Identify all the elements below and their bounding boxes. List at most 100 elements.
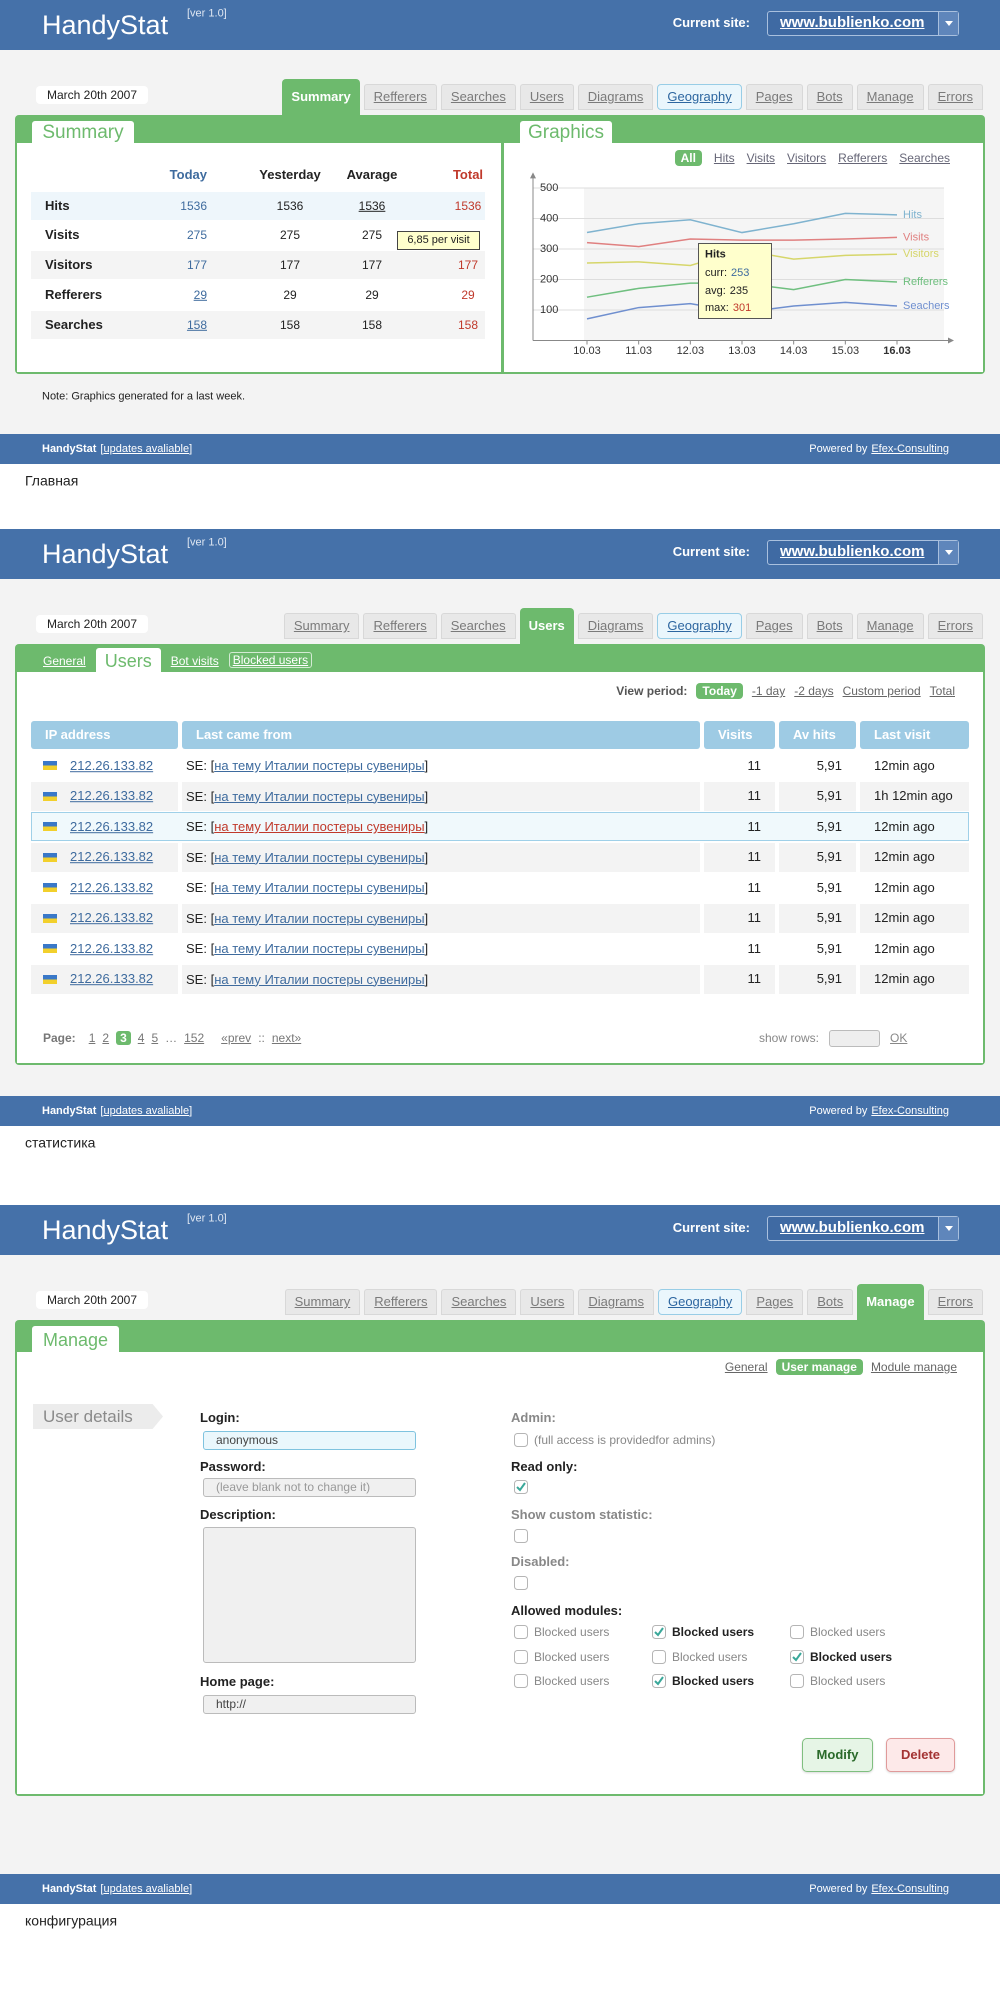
tab[interactable]: Searches xyxy=(441,1289,517,1315)
ip-link[interactable]: 212.26.133.82 xyxy=(70,818,154,834)
filter-link[interactable]: All xyxy=(674,150,702,166)
footer-link[interactable]: Efex-Consulting xyxy=(871,443,949,455)
tab[interactable]: Diagrams xyxy=(577,613,654,639)
tab[interactable]: Diagrams xyxy=(577,84,654,110)
subtab[interactable]: Bot visits xyxy=(170,654,219,668)
page-link[interactable]: 1 xyxy=(88,1031,96,1045)
checkbox[interactable] xyxy=(790,1674,804,1688)
tab[interactable]: Searches xyxy=(440,613,516,639)
checkbox[interactable] xyxy=(790,1625,804,1639)
period-option[interactable]: -1 day xyxy=(751,684,786,698)
period-option[interactable]: Total xyxy=(929,684,955,698)
tab[interactable]: Users xyxy=(519,84,574,110)
footer-link[interactable]: updates avaliable xyxy=(103,1105,190,1117)
checkbox[interactable] xyxy=(514,1576,528,1590)
tab[interactable]: Summary xyxy=(284,1289,361,1315)
text-input[interactable]: anonymous xyxy=(203,1431,416,1450)
textarea[interactable] xyxy=(203,1527,416,1663)
button[interactable]: Modify xyxy=(802,1738,873,1772)
prev-link[interactable]: «prev xyxy=(221,1031,252,1045)
filter-link[interactable]: Visitors xyxy=(787,151,827,165)
tab[interactable]: Geography xyxy=(657,84,742,110)
tab[interactable]: Users xyxy=(520,1289,575,1315)
checkbox[interactable] xyxy=(790,1650,804,1664)
tab[interactable]: Manage xyxy=(857,1284,924,1320)
tab[interactable]: Errors xyxy=(927,84,983,110)
period-option[interactable]: Today xyxy=(696,683,743,699)
tab[interactable]: Summary xyxy=(283,613,360,639)
checkbox[interactable] xyxy=(514,1529,528,1543)
page-link[interactable]: 4 xyxy=(137,1031,145,1045)
site-select[interactable]: www.bublienko.com xyxy=(767,540,959,565)
tab[interactable]: Bots xyxy=(806,613,853,639)
filter-link[interactable]: Hits xyxy=(713,151,735,165)
ip-link[interactable]: 212.26.133.82 xyxy=(70,788,154,804)
tab[interactable]: Searches xyxy=(440,84,516,110)
filter-link[interactable]: Refferers xyxy=(838,151,888,165)
checkbox[interactable] xyxy=(514,1625,528,1639)
footer-link[interactable]: Efex-Consulting xyxy=(871,1883,949,1895)
tab[interactable]: Bots xyxy=(807,1289,854,1315)
footer-link[interactable]: updates avaliable xyxy=(103,443,190,455)
page-link[interactable]: 5 xyxy=(151,1031,159,1045)
ip-link[interactable]: 212.26.133.82 xyxy=(70,757,154,773)
subtab[interactable]: Module manage xyxy=(870,1360,957,1374)
filter-link[interactable]: Visits xyxy=(746,151,776,165)
subtab[interactable]: Blocked users xyxy=(228,652,313,668)
next-link[interactable]: next» xyxy=(271,1031,302,1045)
tab[interactable]: Pages xyxy=(745,613,803,639)
checkbox[interactable] xyxy=(514,1650,528,1664)
tab[interactable]: Errors xyxy=(927,613,983,639)
tab[interactable]: Pages xyxy=(746,1289,804,1315)
tab[interactable]: Users xyxy=(519,608,574,644)
tab[interactable]: Geography xyxy=(657,613,742,639)
page-link[interactable]: 152 xyxy=(184,1031,205,1045)
cell-value[interactable]: 29 xyxy=(193,287,207,302)
subtab[interactable]: User manage xyxy=(775,1359,863,1375)
checkbox[interactable] xyxy=(514,1674,528,1688)
subtab[interactable]: Users xyxy=(95,648,161,672)
source-link[interactable]: на тему Италии постеры сувениры xyxy=(214,910,425,926)
rows-input[interactable] xyxy=(829,1029,881,1047)
tab[interactable]: Bots xyxy=(806,84,853,110)
page-link[interactable]: 2 xyxy=(102,1031,110,1045)
site-select[interactable]: www.bublienko.com xyxy=(767,1216,959,1241)
ok-link[interactable]: OK xyxy=(890,1031,908,1045)
tab[interactable]: Pages xyxy=(745,84,803,110)
source-link[interactable]: на тему Италии постеры сувениры xyxy=(214,849,425,865)
source-link[interactable]: на тему Италии постеры сувениры xyxy=(214,758,425,773)
checkbox[interactable] xyxy=(652,1650,666,1664)
button[interactable]: Delete xyxy=(886,1738,955,1772)
ip-link[interactable]: 212.26.133.82 xyxy=(70,940,154,956)
tab[interactable]: Summary xyxy=(282,79,360,115)
ip-link[interactable]: 212.26.133.82 xyxy=(70,910,154,926)
tab[interactable]: Manage xyxy=(856,613,924,639)
tab[interactable]: Manage xyxy=(856,84,924,110)
ip-link[interactable]: 212.26.133.82 xyxy=(70,849,154,865)
source-link[interactable]: на тему Италии постеры сувениры xyxy=(214,819,425,834)
tab[interactable]: Diagrams xyxy=(578,1289,654,1315)
subtab[interactable]: General xyxy=(724,1360,768,1374)
checkbox[interactable] xyxy=(514,1480,528,1494)
ip-link[interactable]: 212.26.133.82 xyxy=(70,971,154,987)
text-input[interactable]: http:// xyxy=(203,1695,416,1714)
footer-link[interactable]: updates avaliable xyxy=(103,1883,190,1895)
footer-link[interactable]: Efex-Consulting xyxy=(871,1105,949,1117)
checkbox[interactable] xyxy=(514,1433,528,1447)
period-option[interactable]: Custom period xyxy=(842,684,921,698)
site-select[interactable]: www.bublienko.com xyxy=(767,11,959,36)
source-link[interactable]: на тему Италии постеры сувениры xyxy=(214,788,425,804)
tab[interactable]: Refferers xyxy=(364,1289,438,1315)
period-option[interactable]: -2 days xyxy=(794,684,834,698)
source-link[interactable]: на тему Италии постеры сувениры xyxy=(214,880,425,895)
filter-link[interactable]: Searches xyxy=(899,151,950,165)
page-link[interactable]: 3 xyxy=(116,1031,131,1045)
tab[interactable]: Refferers xyxy=(363,613,437,639)
checkbox[interactable] xyxy=(652,1674,666,1688)
ip-link[interactable]: 212.26.133.82 xyxy=(70,879,154,895)
tab[interactable]: Geography xyxy=(657,1289,743,1315)
subtab[interactable]: General xyxy=(43,654,86,668)
cell-value[interactable]: 158 xyxy=(186,317,207,332)
source-link[interactable]: на тему Италии постеры сувениры xyxy=(214,971,425,987)
checkbox[interactable] xyxy=(652,1625,666,1639)
